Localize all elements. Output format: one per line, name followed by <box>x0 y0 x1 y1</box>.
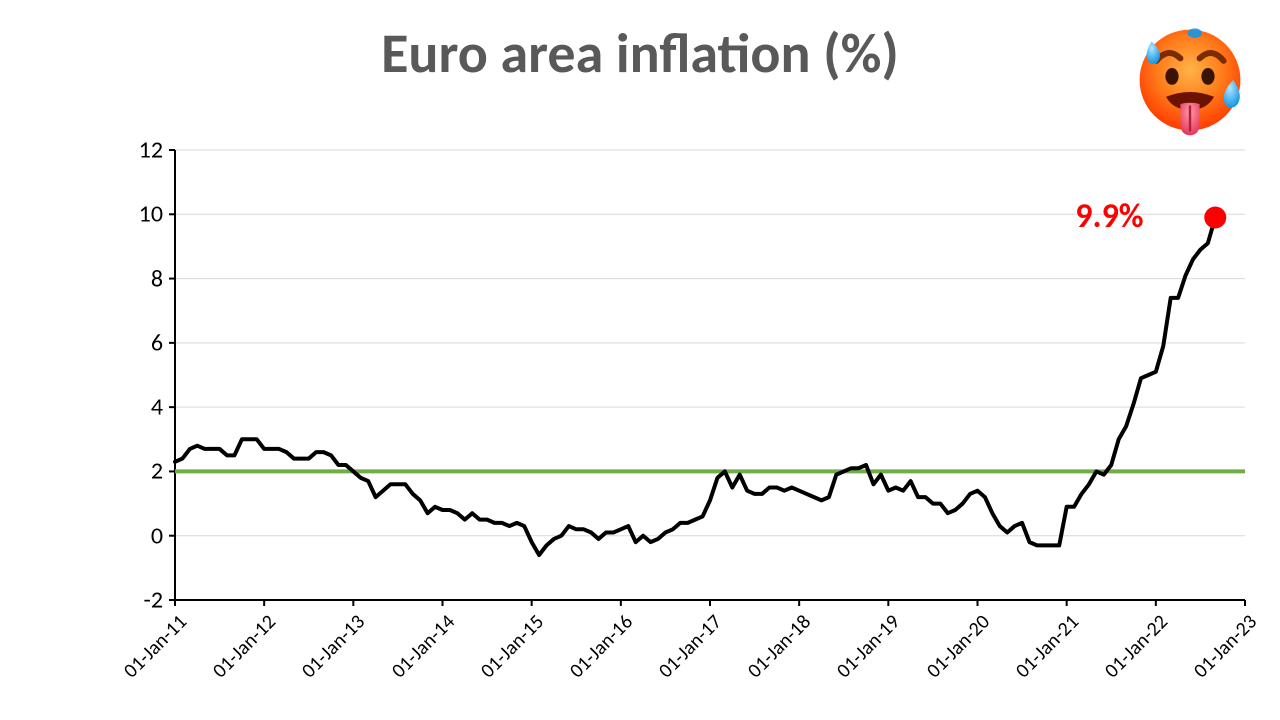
x-tick-label: 01-Jan-15 <box>476 610 549 683</box>
x-tick-label: 01-Jan-18 <box>743 610 816 683</box>
chart-title: Euro area inflation (%) <box>0 20 1280 88</box>
x-tick-label: 01-Jan-19 <box>832 610 905 683</box>
y-tick-label: 2 <box>0 457 163 486</box>
x-tick-label: 01-Jan-13 <box>297 610 370 683</box>
x-tick-label: 01-Jan-21 <box>1011 610 1084 683</box>
x-tick-label: 01-Jan-11 <box>119 610 192 683</box>
y-tick-label: 4 <box>0 393 163 422</box>
x-tick-label: 01-Jan-12 <box>208 610 281 683</box>
x-tick-label: 01-Jan-16 <box>565 610 638 683</box>
x-tick-label: 01-Jan-20 <box>921 610 994 683</box>
y-tick-label: 6 <box>0 328 163 357</box>
x-tick-label: 01-Jan-14 <box>386 610 459 683</box>
x-tick-label: 01-Jan-23 <box>1189 610 1262 683</box>
callout-label: 9.9% <box>1075 196 1143 237</box>
hot-face-emoji <box>1130 20 1250 165</box>
y-tick-label: 8 <box>0 264 163 293</box>
y-tick-label: 10 <box>0 200 163 229</box>
y-tick-label: -2 <box>0 586 163 615</box>
y-tick-label: 0 <box>0 521 163 550</box>
y-tick-label: 12 <box>0 136 163 165</box>
x-tick-label: 01-Jan-22 <box>1100 610 1173 683</box>
chart-container: Euro area inflation (%) <box>0 0 1280 720</box>
x-tick-label: 01-Jan-17 <box>654 610 727 683</box>
